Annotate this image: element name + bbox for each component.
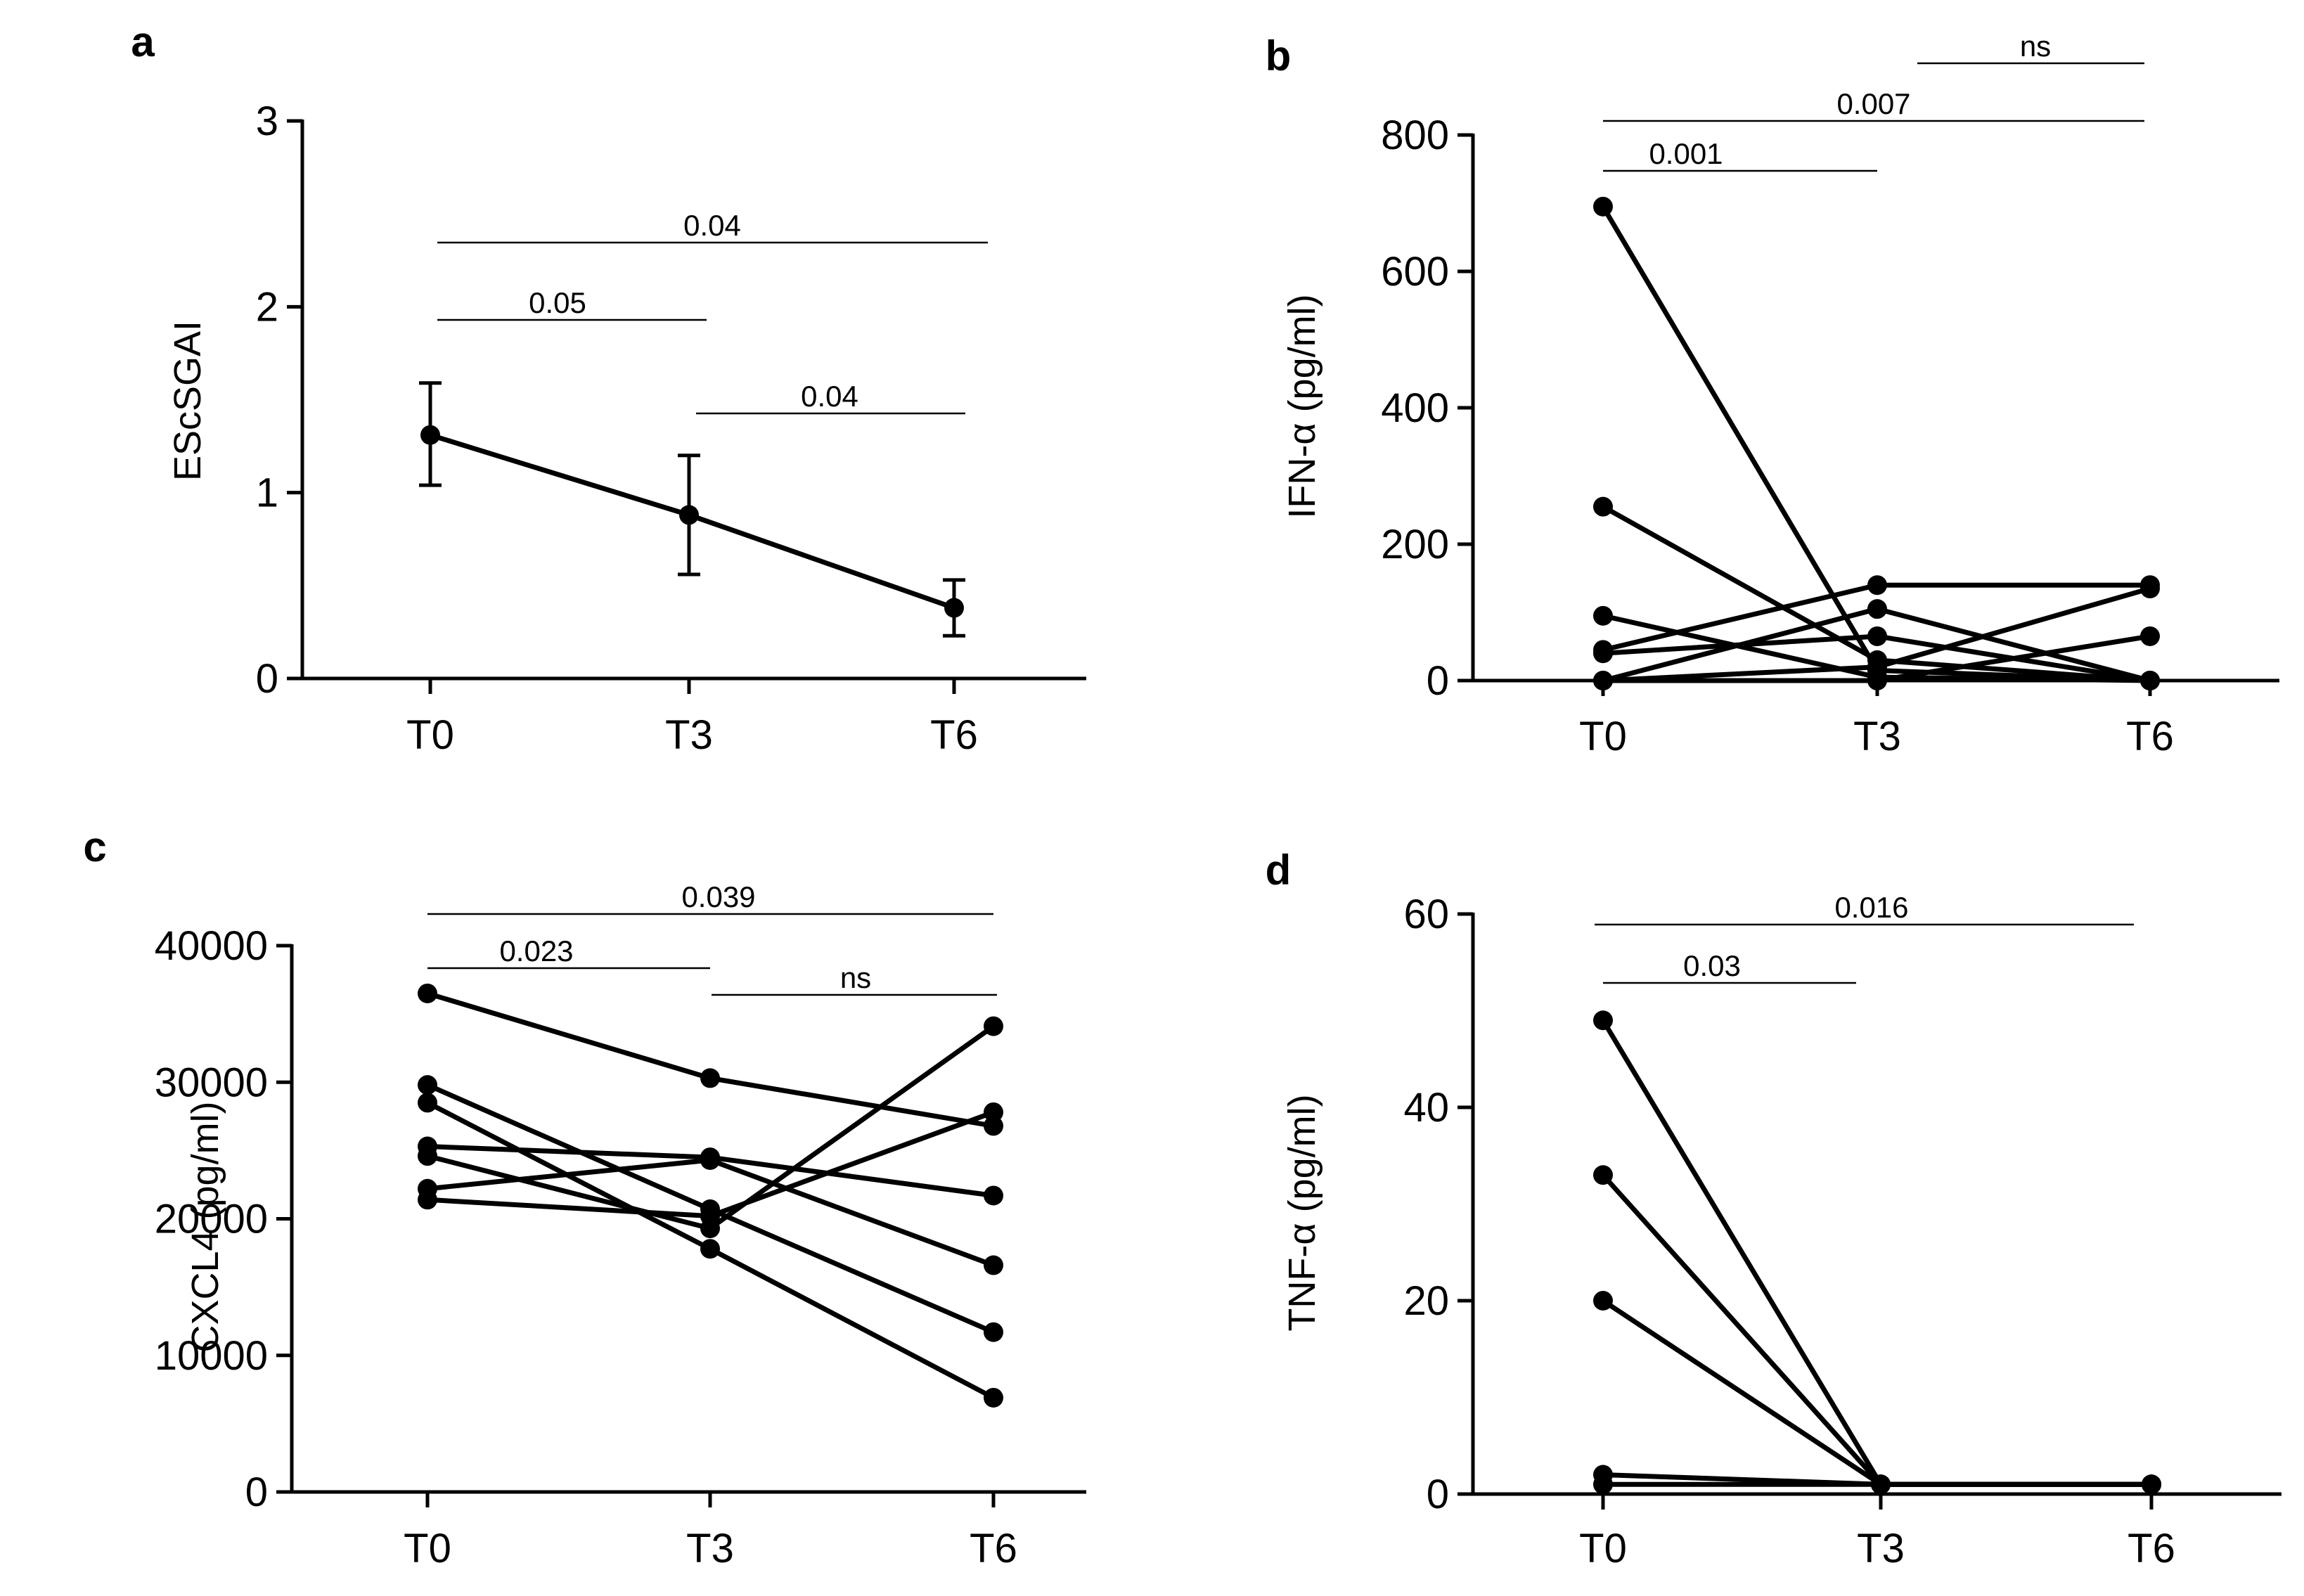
data-point (679, 505, 699, 525)
data-point (2140, 579, 2160, 599)
data-point (984, 1016, 1003, 1036)
y-axis-label: EScSGAI (167, 321, 209, 481)
data-point (984, 1185, 1003, 1206)
x-tick-label: T0 (1579, 714, 1627, 759)
data-point (2140, 626, 2160, 646)
x-tick-label: T3 (1857, 1526, 1905, 1571)
data-point (944, 598, 964, 618)
x-tick-label: T3 (686, 1526, 734, 1571)
significance-label: 0.023 (499, 934, 573, 967)
y-axis-label: CXCL4 (pg/ml) (184, 1101, 226, 1352)
y-tick-label: 30000 (155, 1060, 268, 1105)
data-point (1593, 1010, 1613, 1031)
data-point (1593, 496, 1613, 517)
series-line (425, 991, 996, 1128)
significance-label: ns (2020, 30, 2051, 63)
y-tick-label: 0 (245, 1469, 268, 1515)
data-point (1867, 671, 1887, 690)
data-point (984, 1102, 1003, 1122)
y-axis-label: IFN-α (pg/ml) (1281, 294, 1323, 518)
data-point (984, 1387, 1003, 1408)
y-tick-label: 800 (1381, 112, 1449, 158)
panel-letter: a (131, 18, 155, 65)
panel-letter: d (1266, 847, 1292, 894)
x-tick-label: T6 (2128, 1526, 2175, 1571)
panel-letter: c (83, 823, 106, 870)
y-tick-label: 40000 (155, 923, 268, 969)
y-tick-label: 20 (1403, 1278, 1449, 1324)
data-point (1867, 657, 1887, 677)
panel-c: c 0 10000 20000 30000 40000 T0 T3 T6 CXCL4 (pg/ml… (83, 823, 1086, 1571)
data-point (1593, 1291, 1613, 1311)
y-tick-label: 600 (1381, 249, 1449, 295)
data-point (1867, 599, 1887, 619)
data-point (1593, 643, 1613, 664)
data-point (700, 1068, 720, 1088)
y-tick-label: 200 (1381, 522, 1449, 567)
y-tick-label: 2 (256, 284, 278, 330)
series-line (425, 1024, 996, 1231)
data-point (418, 1146, 437, 1166)
significance-label: 0.03 (1683, 949, 1741, 982)
data-point (1593, 196, 1613, 217)
significance-label: 0.007 (1836, 87, 1910, 120)
y-tick-label: 0 (1427, 658, 1449, 704)
data-point (418, 1093, 437, 1113)
data-point (420, 425, 440, 445)
data-point (700, 1150, 720, 1170)
y-tick-label: 10000 (155, 1333, 268, 1379)
x-tick-label: T6 (970, 1526, 1017, 1571)
significance-label: 0.05 (529, 286, 586, 319)
panel-b: b 0 200 400 600 800 T0 T3 T6 IFN-α (pg/ml) 0.001 0.… (1266, 30, 2279, 759)
data-point (1593, 1474, 1613, 1495)
significance-label: 0.039 (681, 880, 755, 913)
y-tick-label: 60 (1403, 892, 1449, 937)
data-point (1593, 605, 1613, 626)
data-point (984, 1322, 1003, 1342)
x-tick-label: T3 (1853, 714, 1901, 759)
data-point (700, 1239, 720, 1259)
data-point (1867, 626, 1887, 646)
y-axis-label: TNF-α (pg/ml) (1281, 1094, 1323, 1331)
data-point (1593, 1165, 1613, 1185)
data-point (1871, 1474, 1891, 1495)
panel-d: d 0 20 40 60 T0 T3 T6 TNF-α (pg/ml) 0.03 0.016 (1266, 847, 2282, 1571)
data-point (2140, 671, 2160, 690)
data-point (984, 1116, 1003, 1136)
data-point (418, 1075, 437, 1095)
y-tick-label: 1 (256, 470, 278, 516)
x-tick-label: T0 (406, 712, 454, 758)
significance-label: 0.04 (683, 209, 741, 242)
x-tick-label: T0 (404, 1526, 451, 1571)
x-tick-label: T0 (1579, 1526, 1627, 1571)
panel-a: a 0 1 2 3 T0 T3 T6 EScSGAI 0.05 0.04 0.04 (131, 18, 1086, 758)
x-tick-label: T3 (665, 712, 713, 758)
data-point (1593, 671, 1613, 690)
y-tick-label: 0 (256, 656, 278, 702)
data-point (984, 1255, 1003, 1275)
data-point (418, 1190, 437, 1210)
y-tick-label: 3 (256, 98, 278, 144)
significance-label: 0.04 (801, 380, 858, 413)
y-tick-label: 400 (1381, 385, 1449, 431)
x-tick-label: T6 (2126, 714, 2174, 759)
series-line (1600, 1172, 2154, 1487)
data-point (700, 1206, 720, 1226)
panel-letter: b (1266, 32, 1292, 79)
significance-label: 0.016 (1834, 891, 1908, 924)
x-tick-label: T6 (930, 712, 978, 758)
series-line (1600, 1017, 2154, 1487)
series-line (1600, 1298, 2154, 1487)
y-tick-label: 20000 (155, 1197, 268, 1242)
significance-label: 0.001 (1649, 137, 1723, 170)
y-tick-label: 0 (1427, 1472, 1449, 1517)
data-point (1867, 575, 1887, 596)
significance-label: ns (840, 961, 871, 994)
y-tick-label: 40 (1403, 1085, 1449, 1131)
data-point (2142, 1474, 2161, 1495)
data-point (418, 983, 437, 1003)
